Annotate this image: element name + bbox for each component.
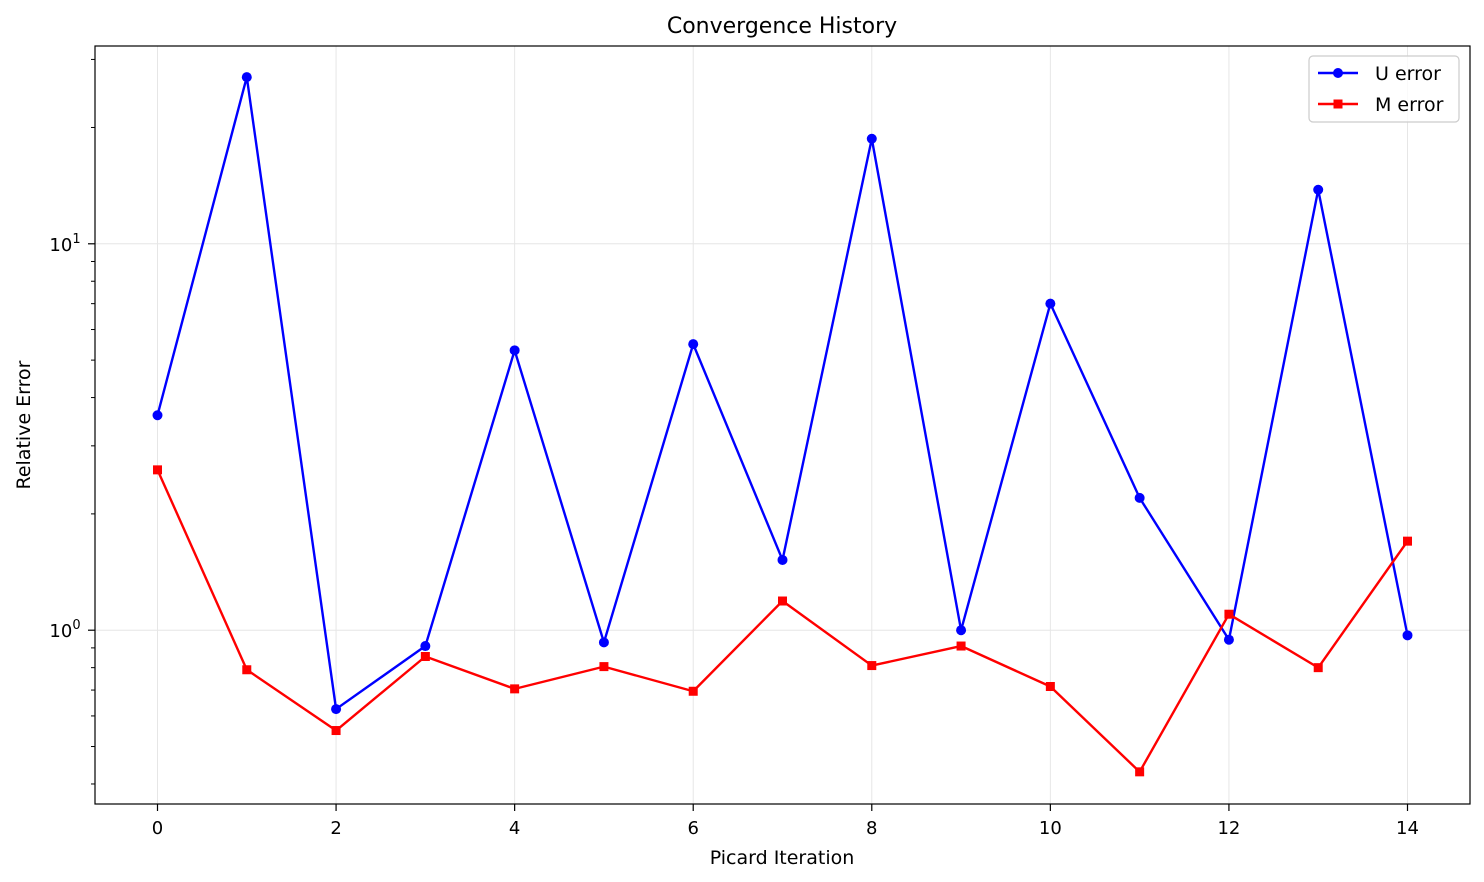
y-tick-label: 100 — [49, 618, 80, 642]
data-point-square — [1135, 767, 1145, 777]
data-point-square — [956, 641, 966, 651]
data-point-circle — [1402, 630, 1413, 641]
y-axis-label: Relative Error — [13, 360, 35, 489]
x-tick-label: 4 — [509, 818, 520, 839]
data-point-circle — [1045, 298, 1056, 309]
x-tick-label: 8 — [866, 818, 877, 839]
data-point-circle — [598, 637, 609, 648]
data-point-square — [867, 661, 877, 671]
data-point-square — [1224, 609, 1234, 619]
data-point-square — [778, 596, 787, 606]
data-point-circle — [420, 641, 431, 652]
plot-frame — [94, 45, 1471, 805]
legend: U error M error — [1308, 55, 1460, 123]
data-point-square — [1403, 536, 1412, 546]
data-point-circle — [1223, 634, 1234, 645]
x-axis-label: Picard Iteration — [710, 847, 855, 869]
x-tick-label: 2 — [330, 818, 341, 839]
data-point-square — [688, 686, 698, 696]
data-point-circle — [241, 72, 252, 83]
series-layer — [152, 72, 1413, 777]
data-point-circle — [777, 554, 788, 565]
data-point-square — [242, 665, 252, 675]
data-point-square — [1313, 663, 1323, 673]
x-tick-label: 12 — [1217, 818, 1240, 839]
x-tick-label: 6 — [687, 818, 698, 839]
grid — [95, 46, 1470, 804]
legend-marker-m — [1333, 99, 1343, 109]
data-point-square — [599, 662, 609, 672]
data-point-circle — [509, 345, 520, 356]
data-point-square — [420, 651, 430, 661]
x-tick-label: 14 — [1396, 818, 1419, 839]
data-point-circle — [1134, 492, 1145, 503]
data-point-circle — [1313, 184, 1324, 195]
data-point-square — [510, 684, 520, 694]
x-tick-label: 0 — [152, 818, 163, 839]
data-point-square — [153, 465, 162, 475]
x-tick-label: 10 — [1039, 818, 1062, 839]
data-point-circle — [956, 625, 967, 636]
data-point-circle — [866, 133, 877, 144]
data-point-circle — [331, 704, 342, 715]
legend-marker-u — [1333, 68, 1343, 78]
data-point-square — [331, 726, 341, 736]
legend-label-u: U error — [1375, 63, 1441, 85]
chart-title: Convergence History — [667, 14, 897, 39]
data-point-circle — [152, 410, 163, 421]
axes: 0 2 4 6 8 10 12 14 101 100 — [49, 58, 1419, 839]
data-point-circle — [688, 339, 699, 350]
y-tick-label: 101 — [49, 232, 80, 256]
data-point-square — [1045, 682, 1055, 692]
legend-label-m: M error — [1375, 94, 1444, 116]
